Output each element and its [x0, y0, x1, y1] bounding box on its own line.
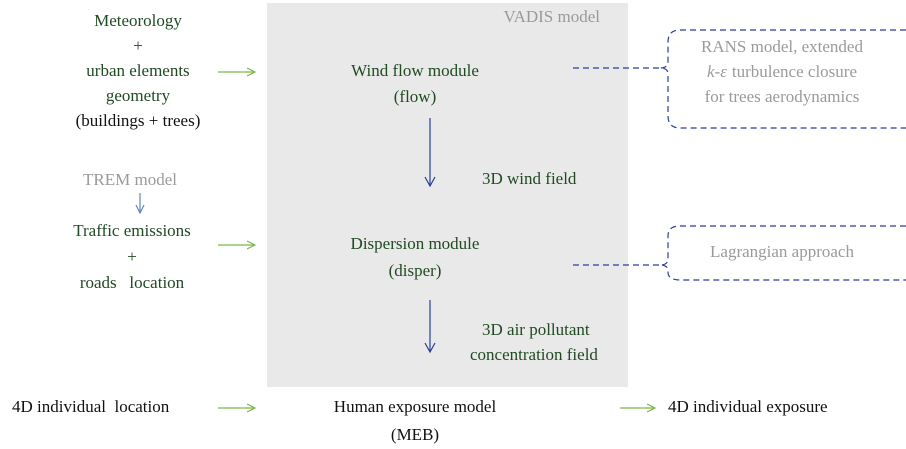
vadis-label: VADIS model — [504, 7, 601, 26]
note-text: k-ε turbulence closure — [707, 62, 857, 81]
vadis-box — [267, 3, 628, 387]
note-text: turbulence closure — [732, 62, 857, 81]
trem-label: TREM model — [83, 170, 177, 189]
input-text: geometry — [106, 86, 171, 105]
note-text: RANS model, extended — [701, 37, 863, 56]
output-text: 3D wind field — [482, 169, 577, 188]
module-text: Wind flow module — [351, 61, 479, 80]
note-text: for trees aerodynamics — [705, 87, 860, 106]
input-text: Meteorology — [94, 11, 182, 30]
output-text: 4D individual exposure — [668, 397, 828, 416]
input-text: (buildings + trees) — [76, 111, 201, 130]
input-text: roads location — [80, 273, 185, 292]
input-text: + — [127, 247, 137, 266]
module-text: (disper) — [389, 261, 442, 280]
output-text: 3D air pollutant — [482, 320, 590, 339]
output-text: concentration field — [470, 345, 598, 364]
input-text: urban elements — [86, 61, 189, 80]
note-text: k-ε — [707, 62, 727, 81]
module-text: (MEB) — [391, 425, 439, 444]
note-box — [659, 225, 906, 281]
module-text: Human exposure model — [334, 397, 497, 416]
module-text: Dispersion module — [351, 234, 480, 253]
input-text: Traffic emissions — [73, 221, 191, 240]
input-text: 4D individual location — [12, 397, 170, 416]
module-text: (flow) — [394, 87, 436, 106]
input-text: + — [133, 36, 143, 55]
note-text: Lagrangian approach — [710, 242, 854, 261]
